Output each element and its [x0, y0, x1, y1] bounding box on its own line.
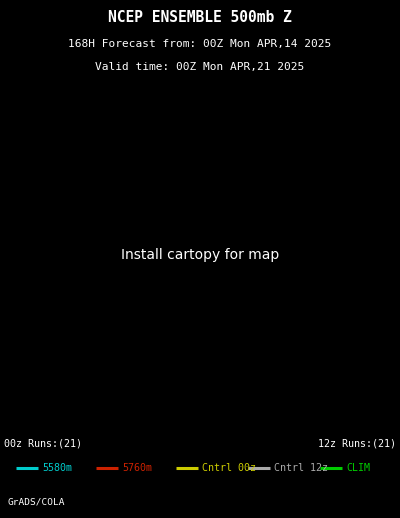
- Text: Install cartopy for map: Install cartopy for map: [121, 248, 279, 262]
- Text: 168H Forecast from: 00Z Mon APR,14 2025: 168H Forecast from: 00Z Mon APR,14 2025: [68, 38, 332, 49]
- Text: Cntrl 00z: Cntrl 00z: [202, 463, 256, 472]
- Text: NCEP ENSEMBLE 500mb Z: NCEP ENSEMBLE 500mb Z: [108, 10, 292, 25]
- Text: 12z Runs:(21): 12z Runs:(21): [318, 439, 396, 449]
- Text: CLIM: CLIM: [346, 463, 370, 472]
- Text: 5580m: 5580m: [42, 463, 72, 472]
- Text: Valid time: 00Z Mon APR,21 2025: Valid time: 00Z Mon APR,21 2025: [95, 62, 305, 72]
- Text: 5760m: 5760m: [122, 463, 152, 472]
- Text: 00z Runs:(21): 00z Runs:(21): [4, 439, 82, 449]
- Text: GrADS/COLA: GrADS/COLA: [8, 498, 66, 507]
- Text: Cntrl 12z: Cntrl 12z: [274, 463, 328, 472]
